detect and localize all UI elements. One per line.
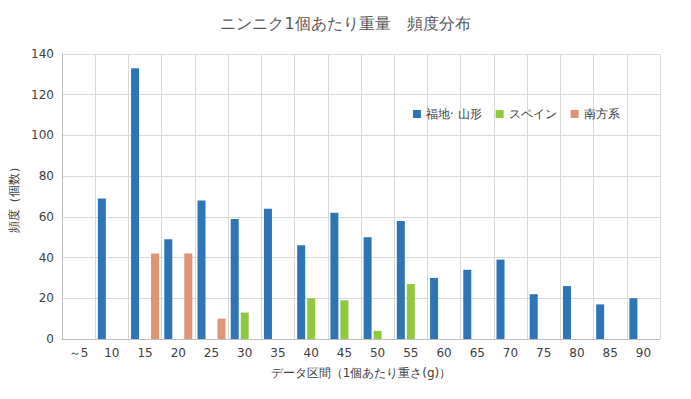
svg-text:80: 80 <box>39 169 54 183</box>
svg-text:ニンニク1個あたり重量 頻度分布: ニンニク1個あたり重量 頻度分布 <box>220 14 470 33</box>
svg-text:頻度（個数）: 頻度（個数） <box>7 161 21 233</box>
svg-text:40: 40 <box>39 251 54 265</box>
svg-text:100: 100 <box>31 128 54 142</box>
svg-text:65: 65 <box>470 346 485 360</box>
svg-text:55: 55 <box>403 346 418 360</box>
svg-text:140: 140 <box>31 47 54 61</box>
svg-text:35: 35 <box>270 346 285 360</box>
svg-text:10: 10 <box>104 346 119 360</box>
svg-text:80: 80 <box>569 346 584 360</box>
svg-text:福地· 山形: 福地· 山形 <box>426 107 482 121</box>
svg-text:60: 60 <box>39 210 54 224</box>
svg-text:データ区間（1個あたり重さ(g)）: データ区間（1個あたり重さ(g)） <box>271 366 452 380</box>
svg-text:70: 70 <box>503 346 518 360</box>
svg-text:90: 90 <box>636 346 651 360</box>
svg-text:～5: ～5 <box>69 346 89 360</box>
svg-text:85: 85 <box>603 346 618 360</box>
svg-text:30: 30 <box>237 346 252 360</box>
svg-text:75: 75 <box>536 346 551 360</box>
svg-text:南方系: 南方系 <box>584 107 620 121</box>
svg-text:20: 20 <box>39 291 54 305</box>
svg-text:スペイン: スペイン <box>509 107 557 121</box>
svg-text:20: 20 <box>171 346 186 360</box>
svg-text:45: 45 <box>337 346 352 360</box>
svg-text:25: 25 <box>204 346 219 360</box>
svg-text:40: 40 <box>304 346 319 360</box>
svg-text:120: 120 <box>31 88 54 102</box>
svg-text:60: 60 <box>436 346 451 360</box>
svg-text:50: 50 <box>370 346 385 360</box>
svg-text:15: 15 <box>137 346 152 360</box>
svg-text:0: 0 <box>46 332 54 346</box>
